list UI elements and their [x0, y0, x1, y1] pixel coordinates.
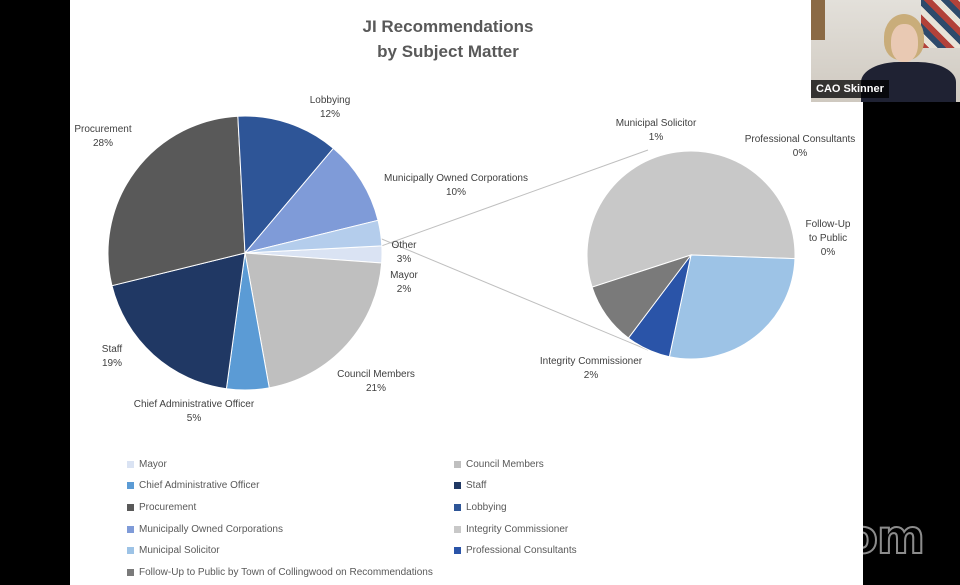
- legend-swatch: [127, 569, 134, 576]
- secondary-pie-slice-follow-up-to-public-by-town-of-collingwood-on-recommendations: [591, 254, 693, 339]
- data-label-mayor: Mayor: [390, 270, 418, 281]
- main-pie-slice-municipally-owned-corporations: [243, 147, 379, 254]
- connector-line-bottom: [379, 237, 649, 351]
- secondary-pie-slice-integrity-commissioner: [586, 150, 796, 288]
- legend-label: Integrity Commissioner: [466, 523, 569, 535]
- data-label-staff-percent: 19%: [102, 358, 122, 369]
- legend-label: Professional Consultants: [466, 545, 577, 557]
- legend-swatch: [454, 525, 461, 533]
- legend-swatch: [454, 460, 461, 468]
- main-pie-slice-lobbying: [237, 115, 335, 255]
- zoom-watermark: zoom: [789, 509, 926, 565]
- data-label-mayor-percent: 2%: [397, 284, 412, 295]
- chart-title-line-2: by Subject Matter: [377, 42, 519, 61]
- data-label-follow-up-to-public-by-town-of-collingwood-on-recommendations-percent: 0%: [821, 247, 836, 258]
- legend-item-follow-up-to-public-by-town-of-collingwood-on-recommendations: Follow-Up to Public by Town of Collingwo…: [127, 566, 433, 580]
- legend-swatch: [454, 482, 461, 490]
- presentation-slide: JI Recommendations by Subject Matter May…: [70, 0, 863, 585]
- chart-legend: Mayor Council Members Chief Administrative…: [127, 455, 647, 585]
- participant-name-label: CAO Skinner: [811, 80, 889, 98]
- data-label-integrity-commissioner-percent: 2%: [584, 370, 599, 381]
- data-label-municipal-solicitor: Municipal Solicitor: [616, 118, 697, 129]
- legend-item-municipal-solicitor: Municipal Solicitor: [127, 544, 220, 558]
- data-label-lobbying: Lobbying: [310, 95, 351, 106]
- data-label-municipally-owned-corporations: Municipally Owned Corporations: [384, 173, 528, 184]
- legend-item-council-members: Council Members: [454, 457, 544, 471]
- data-label-other-percent: 3%: [397, 254, 412, 265]
- data-label-council-members-percent: 21%: [366, 383, 386, 394]
- data-label-council-members: Council Members: [337, 369, 415, 380]
- main-pie-slice-other: [244, 219, 383, 254]
- data-label-procurement-percent: 28%: [93, 138, 113, 149]
- legend-label: Municipal Solicitor: [139, 545, 220, 557]
- video-wall-quilt: [921, 0, 960, 48]
- data-label-follow-up-to-public-by-town-of-collingwood-on-recommendations-line-1: Follow-Up: [805, 219, 850, 230]
- legend-swatch: [127, 460, 134, 468]
- legend-label: Follow-Up to Public by Town of Collingwo…: [139, 567, 433, 578]
- data-label-professional-consultants: Professional Consultants: [745, 134, 856, 145]
- main-pie-slice-procurement: [107, 115, 246, 287]
- connector-line-top: [381, 149, 649, 247]
- legend-swatch: [454, 503, 461, 511]
- main-pie-slice-staff: [111, 252, 246, 390]
- legend-label: Staff: [466, 480, 487, 492]
- legend-label: Lobbying: [466, 501, 507, 513]
- chart-title-line-1: JI Recommendations: [363, 17, 534, 36]
- legend-item-lobbying: Lobbying: [454, 500, 507, 514]
- legend-label: Chief Administrative Officer: [139, 480, 260, 492]
- data-label-chief-administrative-officer: Chief Administrative Officer: [134, 399, 255, 410]
- legend-swatch: [127, 525, 134, 533]
- video-door-frame: [811, 0, 825, 40]
- data-label-follow-up-to-public-by-town-of-collingwood-on-recommendations-line-2: to Public: [809, 233, 847, 244]
- legend-label: Procurement: [139, 501, 197, 513]
- legend-swatch: [127, 503, 134, 511]
- data-label-municipal-solicitor-percent: 1%: [649, 132, 664, 143]
- legend-item-chief-administrative-officer: Chief Administrative Officer: [127, 479, 259, 493]
- legend-item-professional-consultants: Professional Consultants: [454, 544, 577, 558]
- legend-item-procurement: Procurement: [127, 500, 196, 514]
- participant-face: [891, 24, 918, 62]
- data-label-chief-administrative-officer-percent: 5%: [187, 413, 202, 424]
- participant-video-tile[interactable]: CAO Skinner: [811, 0, 960, 102]
- data-label-professional-consultants-percent: 0%: [793, 148, 808, 159]
- data-label-staff: Staff: [102, 344, 123, 355]
- data-label-other: Other: [391, 240, 417, 251]
- legend-item-staff: Staff: [454, 479, 486, 493]
- legend-label: Municipally Owned Corporations: [139, 523, 283, 535]
- data-label-integrity-commissioner: Integrity Commissioner: [540, 356, 643, 367]
- data-label-lobbying-percent: 12%: [320, 109, 340, 120]
- legend-swatch: [127, 547, 134, 555]
- secondary-pie-slice-municipal-solicitor: [668, 254, 796, 360]
- legend-item-mayor: Mayor: [127, 457, 167, 471]
- data-label-municipally-owned-corporations-percent: 10%: [446, 187, 466, 198]
- legend-swatch: [454, 547, 461, 555]
- pie-of-pie-chart: JI Recommendations by Subject Matter May…: [74, 17, 856, 424]
- legend-item-integrity-commissioner: Integrity Commissioner: [454, 522, 568, 536]
- legend-item-municipally-owned-corporations: Municipally Owned Corporations: [127, 522, 283, 536]
- data-label-procurement: Procurement: [74, 124, 131, 135]
- legend-label: Council Members: [466, 458, 544, 470]
- main-pie-slice-council-members: [244, 252, 383, 389]
- legend-swatch: [127, 482, 134, 490]
- legend-label: Mayor: [139, 458, 167, 470]
